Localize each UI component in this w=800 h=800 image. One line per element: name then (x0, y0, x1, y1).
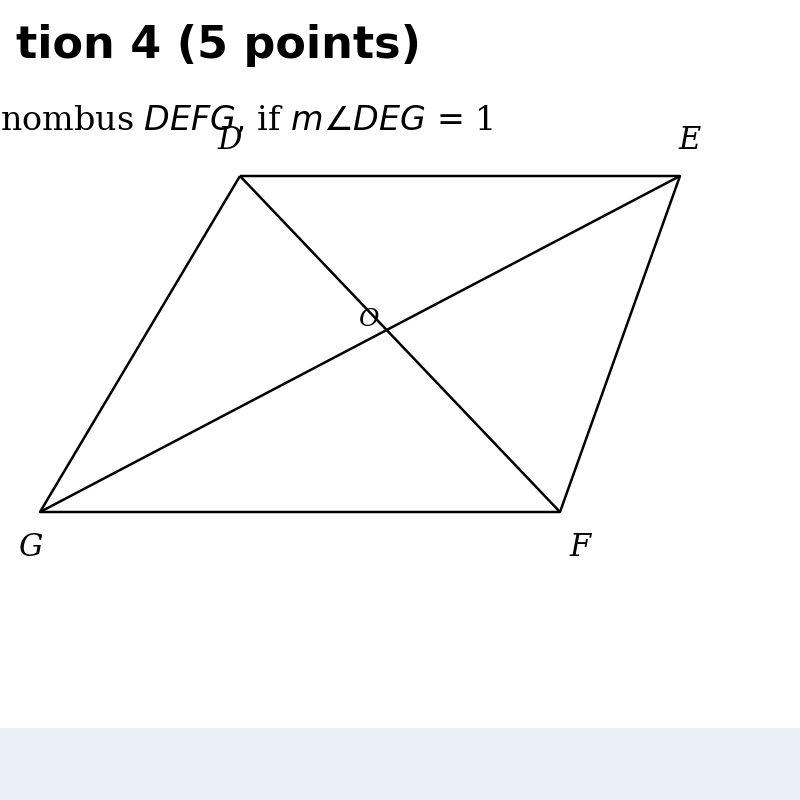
Text: tion 4 (5 points): tion 4 (5 points) (16, 24, 421, 67)
Text: G: G (18, 532, 42, 563)
Text: O: O (358, 309, 378, 331)
Text: D: D (218, 125, 242, 156)
Text: F: F (570, 532, 590, 563)
Text: E: E (679, 125, 701, 156)
Text: nombus $\mathit{DEFG}$, if $m\angle \mathit{DEG}$ = 1: nombus $\mathit{DEFG}$, if $m\angle \mat… (0, 104, 494, 137)
Bar (0, 728, 800, 800)
